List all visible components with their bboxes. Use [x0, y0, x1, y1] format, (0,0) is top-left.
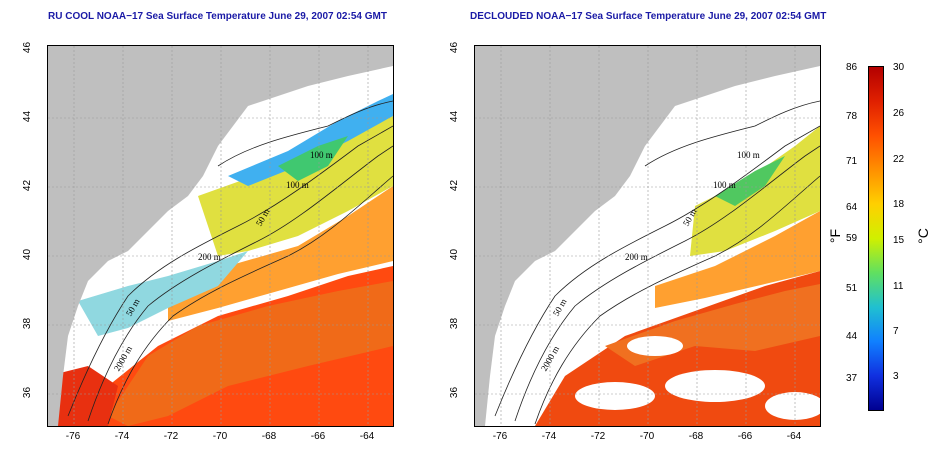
contour-line-c: [107, 175, 393, 425]
cloud-patch: [665, 370, 765, 402]
left-sst-map[interactable]: 100 m 100 m 50 m 200 m 50 m 2000 m: [47, 45, 394, 427]
warm-ocean-band: [108, 281, 393, 426]
gulf-stream-south: [48, 366, 118, 426]
shelf-cyan-region: [78, 251, 248, 336]
yellow-green-region: [198, 106, 393, 256]
graticule: [48, 46, 393, 426]
panel-right-title: DECLOUDED NOAA−17 Sea Surface Temperatur…: [470, 11, 827, 22]
cloud-patch: [627, 336, 683, 356]
x-tick: -74: [541, 431, 557, 442]
contour-label-100m-a: 100 m: [310, 150, 333, 160]
x-tick: -64: [786, 431, 802, 442]
x-tick: -74: [114, 431, 130, 442]
x-tick: -72: [163, 431, 179, 442]
land-mass: [48, 46, 393, 426]
c-label: 15: [893, 235, 905, 246]
cool-blue-region: [228, 94, 393, 186]
graticule: [475, 46, 820, 426]
fahrenheit-unit-label: °F: [827, 228, 844, 244]
contour-label-100m-b: 100 m: [286, 180, 309, 190]
green-patch: [715, 156, 785, 206]
y-tick: 44: [22, 110, 34, 123]
c-label: 26: [893, 108, 905, 119]
f-label: 86: [846, 62, 858, 73]
contour-line-b: [514, 145, 820, 422]
f-label: 44: [846, 331, 858, 342]
x-tick: -68: [688, 431, 704, 442]
x-tick: -68: [261, 431, 277, 442]
f-label: 71: [846, 156, 858, 167]
y-tick: 46: [449, 41, 461, 54]
c-label: 11: [893, 281, 904, 292]
x-tick: -66: [310, 431, 326, 442]
c-label: 22: [893, 154, 905, 165]
contour-line-a: [67, 125, 393, 417]
x-tick: -72: [590, 431, 606, 442]
right-sst-map[interactable]: 100 m 100 m 50 m 200 m 50 m 2000 m: [474, 45, 821, 427]
contour-label-200m: 200 m: [625, 252, 648, 262]
orange-band: [655, 211, 820, 308]
contour-label-100m-a: 100 m: [737, 150, 760, 160]
contour-line-b: [87, 145, 393, 422]
f-label: 78: [846, 111, 858, 122]
y-tick: 40: [449, 248, 461, 261]
c-label: 18: [893, 199, 905, 210]
cloud-patch: [575, 382, 655, 410]
y-tick: 42: [449, 179, 461, 192]
celsius-unit-label: °C: [914, 228, 931, 244]
panel-left-title: RU COOL NOAA−17 Sea Surface Temperature …: [48, 11, 387, 22]
x-tick: -76: [65, 431, 81, 442]
green-patch: [278, 136, 348, 181]
c-label: 7: [893, 326, 899, 337]
f-label: 64: [846, 202, 858, 213]
y-tick: 42: [22, 179, 34, 192]
cloud-patch: [765, 392, 820, 420]
x-tick: -76: [492, 431, 508, 442]
y-tick: 36: [22, 386, 34, 399]
left-map-svg: 100 m 100 m 50 m 200 m 50 m 2000 m: [48, 46, 393, 426]
f-label: 51: [846, 283, 858, 294]
temperature-colorbar: [868, 66, 884, 411]
y-tick: 46: [22, 41, 34, 54]
contour-line-d: [217, 100, 393, 167]
c-label: 30: [893, 62, 905, 73]
y-tick: 40: [22, 248, 34, 261]
c-label: 3: [893, 371, 899, 382]
contour-label-100m-b: 100 m: [713, 180, 736, 190]
x-tick: -70: [212, 431, 228, 442]
contour-label-200m: 200 m: [198, 252, 221, 262]
contour-line-c: [534, 175, 820, 425]
orange-band: [168, 186, 393, 321]
y-tick: 38: [22, 317, 34, 330]
f-label: 59: [846, 233, 858, 244]
y-tick: 36: [449, 386, 461, 399]
f-label: 37: [846, 373, 858, 384]
y-tick: 44: [449, 110, 461, 123]
y-tick: 38: [449, 317, 461, 330]
land-mass: [475, 46, 820, 426]
x-tick: -64: [359, 431, 375, 442]
contour-line-a: [494, 125, 820, 417]
x-tick: -66: [737, 431, 753, 442]
contour-line-d: [644, 100, 820, 167]
right-map-svg: 100 m 100 m 50 m 200 m 50 m 2000 m: [475, 46, 820, 426]
x-tick: -70: [639, 431, 655, 442]
